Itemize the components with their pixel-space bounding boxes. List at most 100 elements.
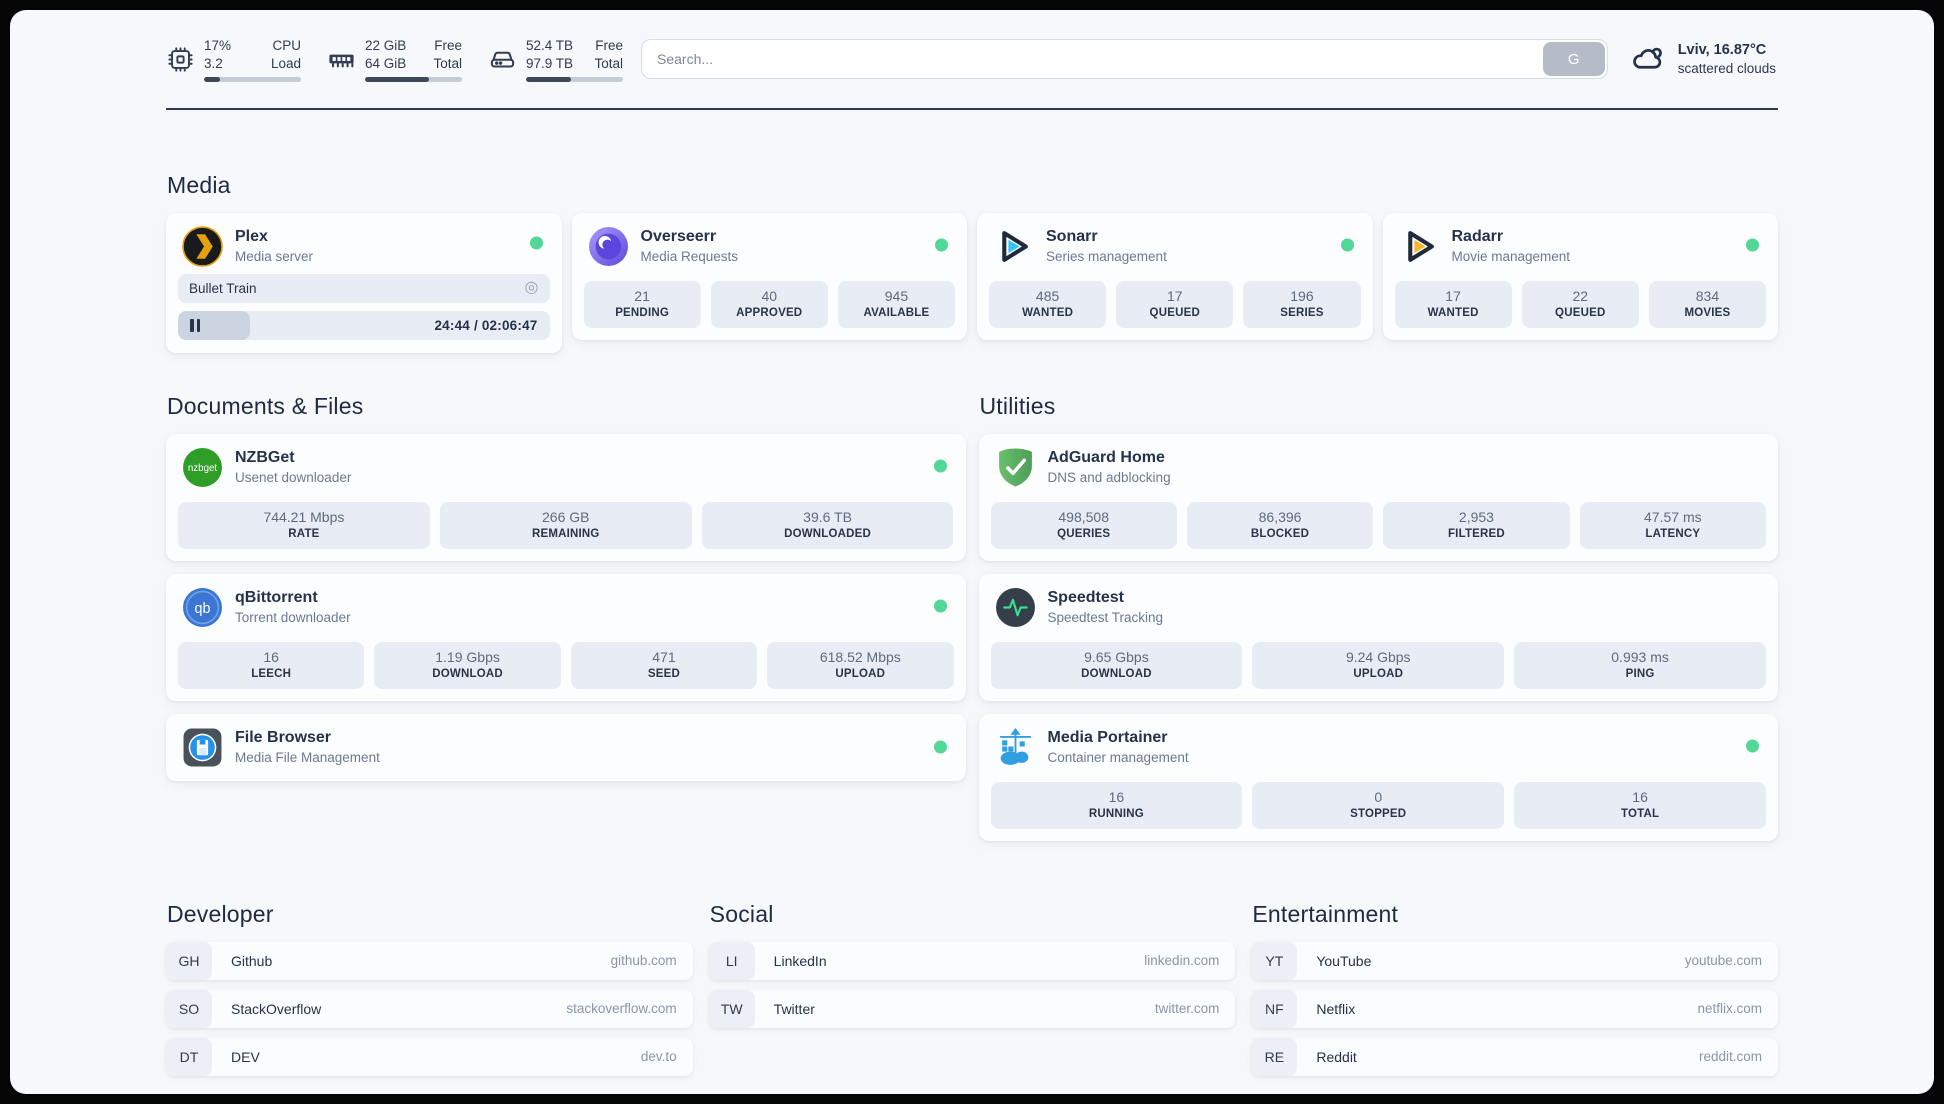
service-card-sonarr[interactable]: Sonarr Series management 485 WANTED 17 Q… [977, 212, 1373, 340]
stat-block: 196 SERIES [1243, 280, 1361, 328]
stat-block: 498,508 QUERIES [990, 501, 1177, 549]
service-card-overseerr[interactable]: Overseerr Media Requests 21 PENDING 40 A… [571, 212, 967, 340]
search-provider-button[interactable]: G [1542, 42, 1605, 77]
service-subtitle: Usenet downloader [235, 469, 352, 485]
top-bar: 17% 3.2 CPU Load [166, 37, 1778, 82]
bookmark-dev[interactable]: DT DEV dev.to [166, 1037, 693, 1076]
service-card-radarr[interactable]: Radarr Movie management 17 WANTED 22 QUE… [1382, 212, 1778, 340]
portainer-icon [995, 727, 1036, 768]
bookmark-group-title: Developer [167, 900, 274, 927]
cast-target-icon: ◎ [524, 279, 539, 297]
disk-icon [488, 45, 517, 74]
status-dot-online [933, 740, 947, 754]
stat-block: 17 QUEUED [1116, 280, 1234, 328]
bookmark-url: stackoverflow.com [566, 1001, 677, 1017]
section-utilities: Utilities AdGuard Home [978, 393, 1778, 841]
stat-block: 0.993 ms PING [1514, 641, 1766, 689]
memory-progress-bar [365, 76, 462, 82]
service-card-speedtest[interactable]: Speedtest Speedtest Tracking 9.65 Gbps D… [978, 573, 1778, 701]
cpu-widget: 17% 3.2 CPU Load [166, 37, 301, 82]
bookmark-name: StackOverflow [231, 1000, 322, 1017]
bookmark-group-entertainment: Entertainment YT YouTube youtube.com NF … [1251, 900, 1779, 1086]
cpu-label-1: CPU [272, 38, 301, 53]
bookmark-group-developer: Developer GH Github github.com SO StackO… [166, 901, 693, 1086]
bookmark-reddit[interactable]: RE Reddit reddit.com [1251, 1037, 1779, 1076]
bookmark-name: DEV [231, 1048, 260, 1065]
bookmark-twitter[interactable]: TW Twitter twitter.com [708, 989, 1236, 1028]
bookmark-abbr: RE [1251, 1037, 1298, 1076]
bookmark-name: LinkedIn [773, 952, 827, 969]
stat-block: 266 GB REMAINING [439, 501, 692, 549]
stat-block: 39.6 TB DOWNLOADED [701, 501, 954, 549]
stat-block: 834 MOVIES [1648, 280, 1767, 328]
bookmark-netflix[interactable]: NF Netflix netflix.com [1251, 989, 1779, 1028]
header-divider [166, 107, 1778, 110]
bookmark-youtube[interactable]: YT YouTube youtube.com [1251, 941, 1779, 980]
weather-widget: Lviv, 16.87°C scattered clouds [1630, 40, 1778, 79]
weather-location-temp: Lviv, 16.87°C [1677, 42, 1767, 59]
bookmark-name: YouTube [1316, 952, 1372, 969]
bookmark-url: linkedin.com [1144, 953, 1220, 969]
service-title: Overseerr [640, 227, 717, 245]
section-documents: Documents & Files nzbget NZBGet Usenet d… [166, 393, 966, 781]
service-subtitle: Media Requests [640, 248, 739, 264]
service-title: Media Portainer [1047, 728, 1168, 746]
cpu-icon [166, 45, 195, 74]
bookmark-url: netflix.com [1697, 1001, 1763, 1017]
bookmark-name: Twitter [773, 1000, 815, 1017]
status-dot-online [933, 599, 947, 613]
stat-block: 86,396 BLOCKED [1186, 501, 1374, 549]
search-input[interactable] [642, 51, 1541, 68]
stat-block: 0 STOPPED [1252, 781, 1505, 829]
bookmark-abbr: DT [166, 1037, 212, 1076]
bookmark-stackoverflow[interactable]: SO StackOverflow stackoverflow.com [166, 989, 693, 1028]
bookmark-name: Netflix [1316, 1000, 1356, 1017]
nzbget-icon: nzbget [182, 447, 223, 488]
service-card-portainer[interactable]: Media Portainer Container management 16 … [978, 713, 1778, 841]
stat-block: 21 PENDING [583, 280, 701, 328]
memory-label-2: Total [433, 55, 462, 71]
disk-total-value: 97.9 TB [526, 55, 574, 71]
stat-block: 9.24 Gbps UPLOAD [1252, 641, 1505, 689]
cpu-progress-bar [204, 76, 301, 82]
filebrowser-icon [182, 727, 223, 768]
bookmark-abbr: GH [166, 941, 212, 980]
service-title: File Browser [235, 728, 332, 746]
stat-block: 9.65 Gbps DOWNLOAD [990, 641, 1243, 689]
service-card-filebrowser[interactable]: File Browser Media File Management [166, 713, 966, 781]
bookmark-abbr: LI [708, 941, 755, 980]
stat-block: 618.52 Mbps UPLOAD [767, 641, 954, 689]
qbittorrent-icon: qb [182, 587, 223, 628]
disk-progress-bar [526, 76, 623, 82]
bookmark-url: github.com [610, 953, 677, 969]
service-card-adguard[interactable]: AdGuard Home DNS and adblocking 498,508 … [978, 433, 1778, 561]
service-title: Radarr [1451, 227, 1504, 245]
section-media: Media Plex Media server [166, 172, 1778, 353]
memory-total-value: 64 GiB [365, 55, 407, 71]
stat-block: 744.21 Mbps RATE [178, 501, 430, 549]
bookmark-abbr: SO [166, 989, 212, 1028]
stat-block: 1.19 Gbps DOWNLOAD [374, 641, 561, 689]
now-playing-row: Bullet Train ◎ [178, 273, 550, 303]
stat-block: 17 WANTED [1394, 280, 1512, 328]
bookmark-url: twitter.com [1154, 1001, 1220, 1017]
sonarr-icon [993, 226, 1034, 267]
cpu-percent: 17% [204, 38, 232, 53]
bookmark-abbr: TW [708, 989, 755, 1028]
bookmark-group-title: Entertainment [1252, 900, 1399, 927]
section-title-documents: Documents & Files [167, 392, 364, 419]
service-title: qBittorrent [235, 588, 318, 606]
service-card-nzbget[interactable]: nzbget NZBGet Usenet downloader 744.21 M… [166, 433, 966, 561]
service-card-qbittorrent[interactable]: qb qBittorrent Torrent downloader 16 LEE… [166, 573, 966, 701]
bookmark-github[interactable]: GH Github github.com [166, 941, 693, 980]
now-playing-title: Bullet Train [189, 280, 257, 296]
bookmark-linkedin[interactable]: LI LinkedIn linkedin.com [708, 941, 1236, 980]
svg-text:qb: qb [195, 601, 211, 617]
section-title-media: Media [167, 171, 231, 198]
stat-block: 16 LEECH [178, 641, 365, 689]
playback-time: 24:44 / 02:06:47 [434, 317, 538, 333]
service-title: Plex [235, 227, 268, 245]
service-title: Sonarr [1046, 227, 1098, 245]
service-card-plex[interactable]: Plex Media server Bullet Train ◎ 24:44 /… [166, 212, 562, 353]
